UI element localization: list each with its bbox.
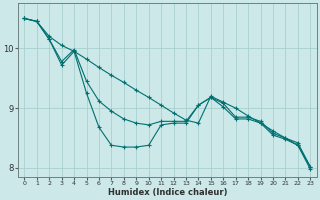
X-axis label: Humidex (Indice chaleur): Humidex (Indice chaleur) <box>108 188 227 197</box>
